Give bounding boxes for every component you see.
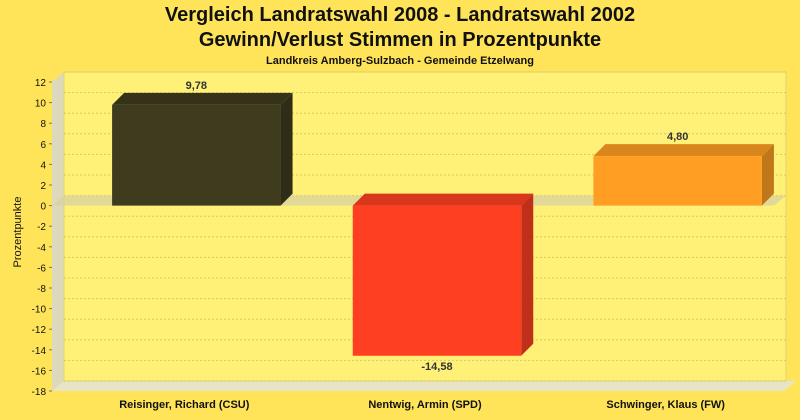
bar — [593, 144, 774, 206]
bar-value-label: 4,80 — [667, 131, 688, 143]
y-tick-label: 10 — [35, 99, 47, 110]
bar-front — [112, 104, 281, 206]
chart-title: Vergleich Landratswahl 2008 - Landratswa… — [165, 4, 635, 26]
plot-floor — [52, 381, 796, 391]
y-tick-label: 4 — [40, 160, 46, 171]
y-tick-label: -14 — [32, 346, 47, 357]
bar-front — [352, 205, 522, 356]
y-tick-label: -18 — [32, 387, 47, 398]
bar-top — [593, 144, 774, 157]
plot-side-wall — [52, 72, 64, 391]
y-axis: 12 10 8 6 4 2 0 -2 -4 -6 -8 -10 -12 -14 -16 -18 — [32, 78, 52, 398]
y-tick-label: 2 — [40, 181, 46, 192]
y-tick-label: -8 — [37, 284, 46, 295]
bar-top — [112, 92, 293, 105]
y-tick-label: 12 — [35, 78, 47, 89]
y-tick-label: -2 — [37, 222, 46, 233]
bar-side — [761, 144, 774, 206]
labels: 9,78 Reisinger, Richard (CSU) -14,58 Nentwi… — [119, 80, 725, 411]
bar-top — [352, 193, 534, 206]
x-category-label: Nentwig, Armin (SPD) — [368, 399, 482, 411]
x-category-label: Schwinger, Klaus (FW) — [606, 399, 725, 411]
y-tick-label: -4 — [37, 243, 46, 254]
x-category-label: Reisinger, Richard (CSU) — [119, 399, 250, 411]
y-tick-label: 6 — [40, 140, 46, 151]
bar-value-label: -14,58 — [421, 361, 452, 373]
bar-side — [521, 193, 534, 356]
y-tick-label: 0 — [40, 202, 46, 213]
bar — [352, 193, 534, 356]
bar — [112, 92, 293, 206]
chart-subtitle: Landkreis Amberg-Sulzbach - Gemeinde Etz… — [266, 55, 534, 67]
bars — [112, 92, 774, 356]
y-tick-label: -12 — [32, 325, 47, 336]
y-tick-label: 8 — [40, 119, 46, 130]
bar-side — [280, 92, 293, 206]
chart-title-line2: Gewinn/Verlust Stimmen in Prozentpunkte — [199, 29, 601, 51]
bar-value-label: 9,78 — [186, 80, 207, 92]
y-tick-label: -10 — [32, 305, 47, 316]
y-tick-label: -6 — [37, 263, 46, 274]
bar-front — [593, 156, 762, 206]
y-tick-label: -16 — [32, 366, 47, 377]
y-axis-label: Prozentpunkte — [12, 197, 24, 268]
